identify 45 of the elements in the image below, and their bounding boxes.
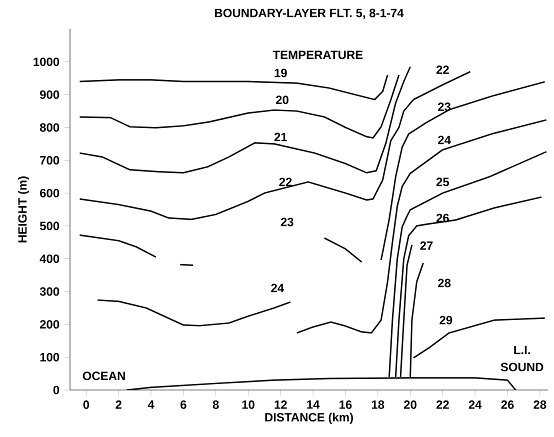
x-axis-title: DISTANCE (km) <box>265 412 353 424</box>
text: 24 <box>271 284 284 292</box>
x-tick-label: 2 <box>116 400 122 409</box>
x-tick-label: 18 <box>372 400 384 409</box>
annotation: OCEAN <box>82 372 125 380</box>
annotation: L.I. <box>514 346 530 354</box>
chart-title: BOUNDARY-LAYER FLT. 5, 8-1-74 <box>215 8 404 19</box>
y-tick-label: 100 <box>40 352 60 362</box>
y-tick-label: 500 <box>40 222 60 230</box>
series-label: 29 <box>440 316 452 324</box>
annotation: SOUND <box>500 362 544 372</box>
x-tick-label: 10 <box>242 400 254 409</box>
series-label: 28 <box>438 278 451 288</box>
y-tick-label: 800 <box>40 123 60 132</box>
series-label: 25 <box>436 178 450 186</box>
x-tick-label: 14 <box>307 400 320 409</box>
series-label: 19 <box>274 68 287 78</box>
series-label: 20 <box>276 96 288 104</box>
y-tick-label: 900 <box>40 90 60 99</box>
x-tick-label: 8 <box>212 400 219 409</box>
y-tick-label: 300 <box>40 287 60 296</box>
series-label: 27 <box>420 241 433 250</box>
y-tick-label: 700 <box>40 156 60 165</box>
x-tick-label: 6 <box>180 400 186 409</box>
y-tick-label: 600 <box>40 188 60 198</box>
text: 22 <box>436 66 449 74</box>
annotation: TEMPERATURE <box>272 50 363 60</box>
x-tick-label: 20 <box>404 400 416 409</box>
x-tick-label: 12 <box>274 400 287 409</box>
x-tick-label: 0 <box>83 400 90 409</box>
x-tick-label: 16 <box>340 400 352 409</box>
y-tick-label: 200 <box>40 320 60 329</box>
y-tick-label: 400 <box>40 254 60 263</box>
y-tick-label: 1000 <box>34 58 60 66</box>
x-tick-label: 24 <box>468 400 482 409</box>
x-tick-label: 28 <box>534 400 546 409</box>
series-label: 22 <box>279 178 292 186</box>
text: 23 <box>280 218 294 226</box>
x-tick-label: 26 <box>501 400 514 409</box>
x-tick-label: 4 <box>148 400 154 409</box>
series-label: 24 <box>438 136 451 144</box>
x-tick-label: 22 <box>436 400 449 409</box>
y-axis-title: HEIGHT (m) <box>18 176 30 242</box>
series-label: 21 <box>274 132 287 142</box>
y-tick-label: 0 <box>53 386 60 394</box>
